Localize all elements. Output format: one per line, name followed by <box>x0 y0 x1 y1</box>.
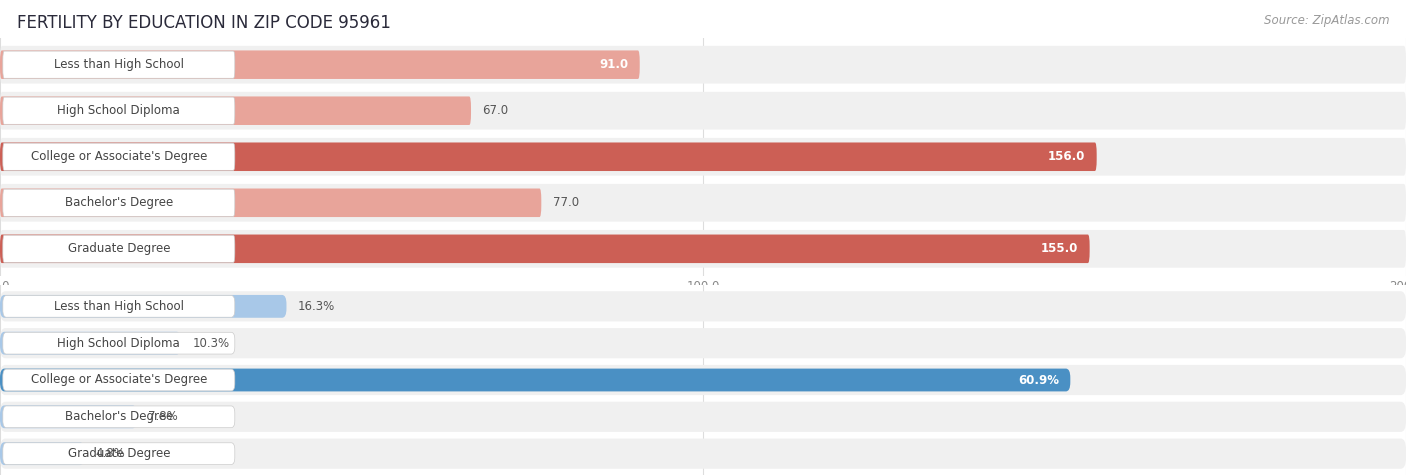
Text: 7.8%: 7.8% <box>149 410 179 423</box>
Text: High School Diploma: High School Diploma <box>58 337 180 350</box>
Text: Graduate Degree: Graduate Degree <box>67 242 170 255</box>
FancyBboxPatch shape <box>0 92 1406 130</box>
FancyBboxPatch shape <box>0 295 287 318</box>
Text: College or Associate's Degree: College or Associate's Degree <box>31 373 207 387</box>
FancyBboxPatch shape <box>0 96 471 125</box>
FancyBboxPatch shape <box>0 405 136 428</box>
FancyBboxPatch shape <box>0 369 1070 391</box>
Text: Source: ZipAtlas.com: Source: ZipAtlas.com <box>1264 14 1389 27</box>
FancyBboxPatch shape <box>0 189 541 217</box>
FancyBboxPatch shape <box>0 438 1406 469</box>
FancyBboxPatch shape <box>0 50 640 79</box>
FancyBboxPatch shape <box>3 443 235 465</box>
FancyBboxPatch shape <box>3 332 235 354</box>
FancyBboxPatch shape <box>0 184 1406 222</box>
Text: Bachelor's Degree: Bachelor's Degree <box>65 410 173 423</box>
FancyBboxPatch shape <box>3 189 235 217</box>
FancyBboxPatch shape <box>0 332 181 355</box>
Text: Graduate Degree: Graduate Degree <box>67 447 170 460</box>
FancyBboxPatch shape <box>0 235 1090 263</box>
Text: FERTILITY BY EDUCATION IN ZIP CODE 95961: FERTILITY BY EDUCATION IN ZIP CODE 95961 <box>17 14 391 32</box>
Text: 16.3%: 16.3% <box>298 300 335 313</box>
FancyBboxPatch shape <box>0 230 1406 268</box>
FancyBboxPatch shape <box>3 406 235 428</box>
FancyBboxPatch shape <box>0 402 1406 432</box>
Text: 60.9%: 60.9% <box>1018 373 1059 387</box>
FancyBboxPatch shape <box>0 142 1097 171</box>
FancyBboxPatch shape <box>0 291 1406 322</box>
Text: College or Associate's Degree: College or Associate's Degree <box>31 150 207 163</box>
Text: 67.0: 67.0 <box>482 104 509 117</box>
Text: High School Diploma: High School Diploma <box>58 104 180 117</box>
Text: Less than High School: Less than High School <box>53 300 184 313</box>
FancyBboxPatch shape <box>0 365 1406 395</box>
Text: 10.3%: 10.3% <box>193 337 229 350</box>
FancyBboxPatch shape <box>0 138 1406 176</box>
FancyBboxPatch shape <box>3 369 235 391</box>
FancyBboxPatch shape <box>3 235 235 262</box>
FancyBboxPatch shape <box>0 442 84 465</box>
FancyBboxPatch shape <box>3 143 235 171</box>
Text: Bachelor's Degree: Bachelor's Degree <box>65 196 173 209</box>
Text: 156.0: 156.0 <box>1047 150 1085 163</box>
FancyBboxPatch shape <box>0 46 1406 84</box>
FancyBboxPatch shape <box>3 51 235 78</box>
FancyBboxPatch shape <box>0 328 1406 358</box>
FancyBboxPatch shape <box>3 97 235 124</box>
Text: 4.8%: 4.8% <box>96 447 125 460</box>
Text: Less than High School: Less than High School <box>53 58 184 71</box>
FancyBboxPatch shape <box>3 295 235 317</box>
Text: 77.0: 77.0 <box>553 196 579 209</box>
Text: 155.0: 155.0 <box>1040 242 1078 255</box>
Text: 91.0: 91.0 <box>599 58 628 71</box>
